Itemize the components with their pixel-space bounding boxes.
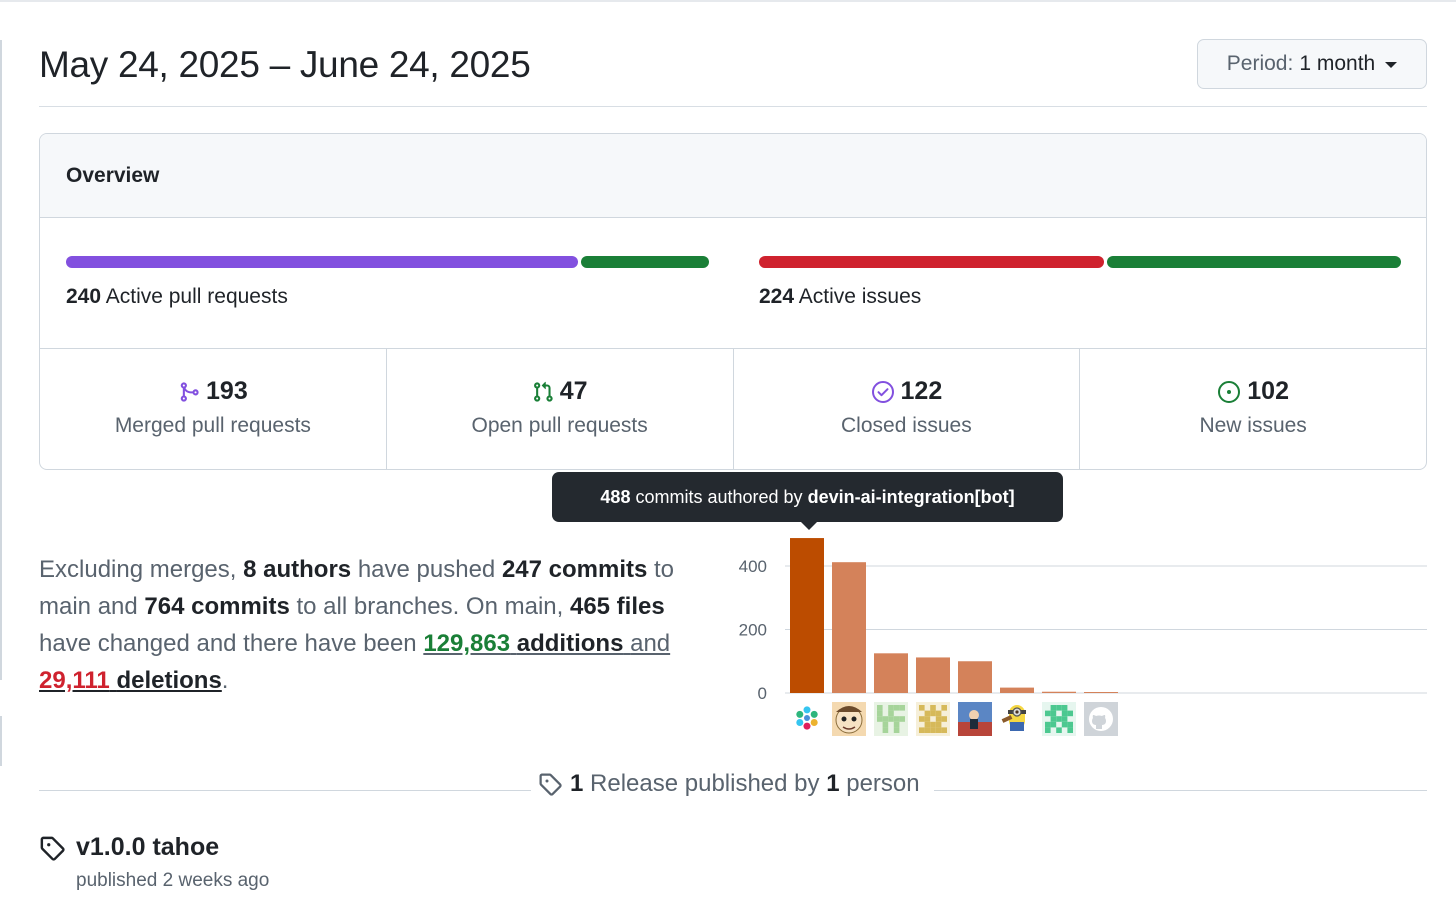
release-summary[interactable]: 1 Release published by 1 person: [538, 770, 920, 798]
y-tick-label: 200: [739, 621, 767, 640]
chart-tooltip: 488 commits authored by devin-ai-integra…: [552, 472, 1063, 530]
git-merge-icon: [180, 381, 199, 402]
date-range-title: May 24, 2025 – June 24, 2025: [39, 44, 531, 85]
active-issues-caption[interactable]: 224 Active issues: [759, 285, 921, 309]
overview-title: Overview: [40, 134, 1426, 218]
release-divider-left: [39, 790, 531, 791]
git-pull-request-icon: [533, 381, 553, 402]
closed-issues-value: 122: [900, 377, 943, 405]
summary-text-2: have pushed: [357, 556, 496, 583]
active-issues-count: 224: [759, 285, 795, 308]
stat-new-issues[interactable]: 102 New issues: [1080, 349, 1426, 469]
active-issues-label: Active issues: [798, 285, 922, 308]
commit-bar[interactable]: [958, 661, 992, 693]
release-mid-text: Release published by: [590, 770, 820, 797]
commits-by-author-chart: 0 200 400: [739, 538, 1427, 736]
open-pr-segment: [581, 256, 709, 268]
header-divider: [39, 106, 1427, 107]
period-dropdown-button[interactable]: Period: 1 month: [1197, 39, 1427, 89]
open-pr-value: 47: [559, 377, 588, 405]
stat-closed-issues[interactable]: 122 Closed issues: [734, 349, 1081, 469]
release-count: 1: [570, 770, 584, 797]
summary-text-4: to all branches. On main,: [296, 593, 564, 620]
release-published-date: published 2 weeks ago: [76, 870, 270, 891]
commit-bar[interactable]: [1084, 692, 1118, 693]
active-pull-requests-caption[interactable]: 240 Active pull requests: [66, 285, 288, 309]
summary-authors: 8 authors: [243, 556, 352, 583]
slack-logo-avatar[interactable]: [796, 706, 818, 730]
deletions-word: deletions: [116, 667, 222, 694]
stat-open-pull-requests[interactable]: 47 Open pull requests: [387, 349, 734, 469]
closed-issues-segment: [759, 256, 1105, 268]
overview-stats-row: 193 Merged pull requests 47 Open pull re…: [40, 349, 1426, 469]
tooltip-arrow: [801, 522, 817, 530]
minion-avatar[interactable]: [1000, 702, 1034, 736]
period-label: Period:: [1226, 52, 1294, 75]
overview-progress-section: 240 Active pull requests 224 Active issu…: [40, 218, 1426, 349]
commit-bar[interactable]: [1000, 687, 1034, 693]
commit-bar[interactable]: [832, 562, 866, 693]
deletions-count: 29,111: [39, 667, 110, 694]
issue-closed-icon: [871, 380, 894, 403]
green-pixel-avatar[interactable]: [874, 702, 908, 736]
summary-commits-all: 764 commits: [144, 593, 290, 620]
active-pr-label: Active pull requests: [105, 285, 288, 308]
summary-period: .: [221, 667, 229, 694]
commit-summary: Excluding merges, 8 authors have pushed …: [39, 551, 719, 699]
deletions-link[interactable]: 29,111 deletions: [39, 667, 222, 694]
commit-bar[interactable]: [874, 653, 908, 693]
new-issues-value: 102: [1247, 377, 1289, 405]
overview-panel: Overview 240 Active pull requests 224 Ac…: [39, 133, 1427, 470]
commit-bar[interactable]: [790, 538, 824, 693]
top-border: [0, 0, 1456, 2]
summary-commits-main: 247 commits: [501, 556, 648, 583]
merged-pr-value: 193: [206, 377, 248, 405]
active-pr-count: 240: [66, 285, 102, 308]
issues-progress-bar[interactable]: [759, 256, 1401, 268]
y-tick-label: 400: [739, 557, 767, 576]
closed-issues-label: Closed issues: [841, 414, 972, 437]
cartoon-face-avatar[interactable]: [832, 702, 866, 736]
summary-text-1: Excluding merges,: [39, 556, 237, 583]
summary-text-3: to main and: [39, 556, 675, 620]
pull-requests-progress-bar[interactable]: [66, 256, 709, 268]
additions-count: 129,863: [423, 630, 511, 657]
new-issues-segment: [1107, 256, 1401, 268]
github-default-avatar[interactable]: [1084, 702, 1118, 736]
additions-word: additions: [516, 630, 624, 657]
issue-opened-icon: [1218, 380, 1241, 403]
commit-bar[interactable]: [916, 657, 950, 693]
teal-pixel-avatar[interactable]: [1042, 702, 1076, 736]
release-tail-text: person: [846, 770, 920, 797]
open-pr-label: Open pull requests: [471, 414, 648, 437]
tooltip-text: commits authored by: [635, 486, 803, 507]
left-border: [0, 40, 2, 680]
tooltip-author: devin-ai-integration[bot]: [807, 486, 1015, 507]
summary-files: 465 files: [569, 593, 665, 620]
summary-text-6: and: [630, 630, 671, 657]
release-people-count: 1: [826, 770, 840, 797]
merged-pr-segment: [66, 256, 578, 268]
summary-text-5: have changed and there have been: [39, 630, 417, 657]
new-issues-label: New issues: [1199, 414, 1307, 437]
left-border-lower: [0, 716, 2, 766]
tag-icon: [40, 836, 65, 861]
photo-avatar[interactable]: [958, 702, 992, 736]
commit-bar[interactable]: [1042, 691, 1076, 693]
tag-icon: [539, 773, 562, 796]
additions-link[interactable]: 129,863 additions and: [423, 630, 670, 657]
tooltip-count: 488: [600, 486, 631, 507]
yellow-pixel-avatar[interactable]: [916, 702, 950, 736]
period-value: 1 month: [1299, 52, 1376, 75]
y-tick-label: 0: [758, 684, 767, 703]
stat-merged-pull-requests[interactable]: 193 Merged pull requests: [40, 349, 387, 469]
release-name-link[interactable]: v1.0.0 tahoe: [76, 833, 220, 861]
release-divider-right: [934, 790, 1427, 791]
merged-pr-label: Merged pull requests: [114, 414, 311, 437]
caret-down-icon: [1385, 62, 1398, 68]
